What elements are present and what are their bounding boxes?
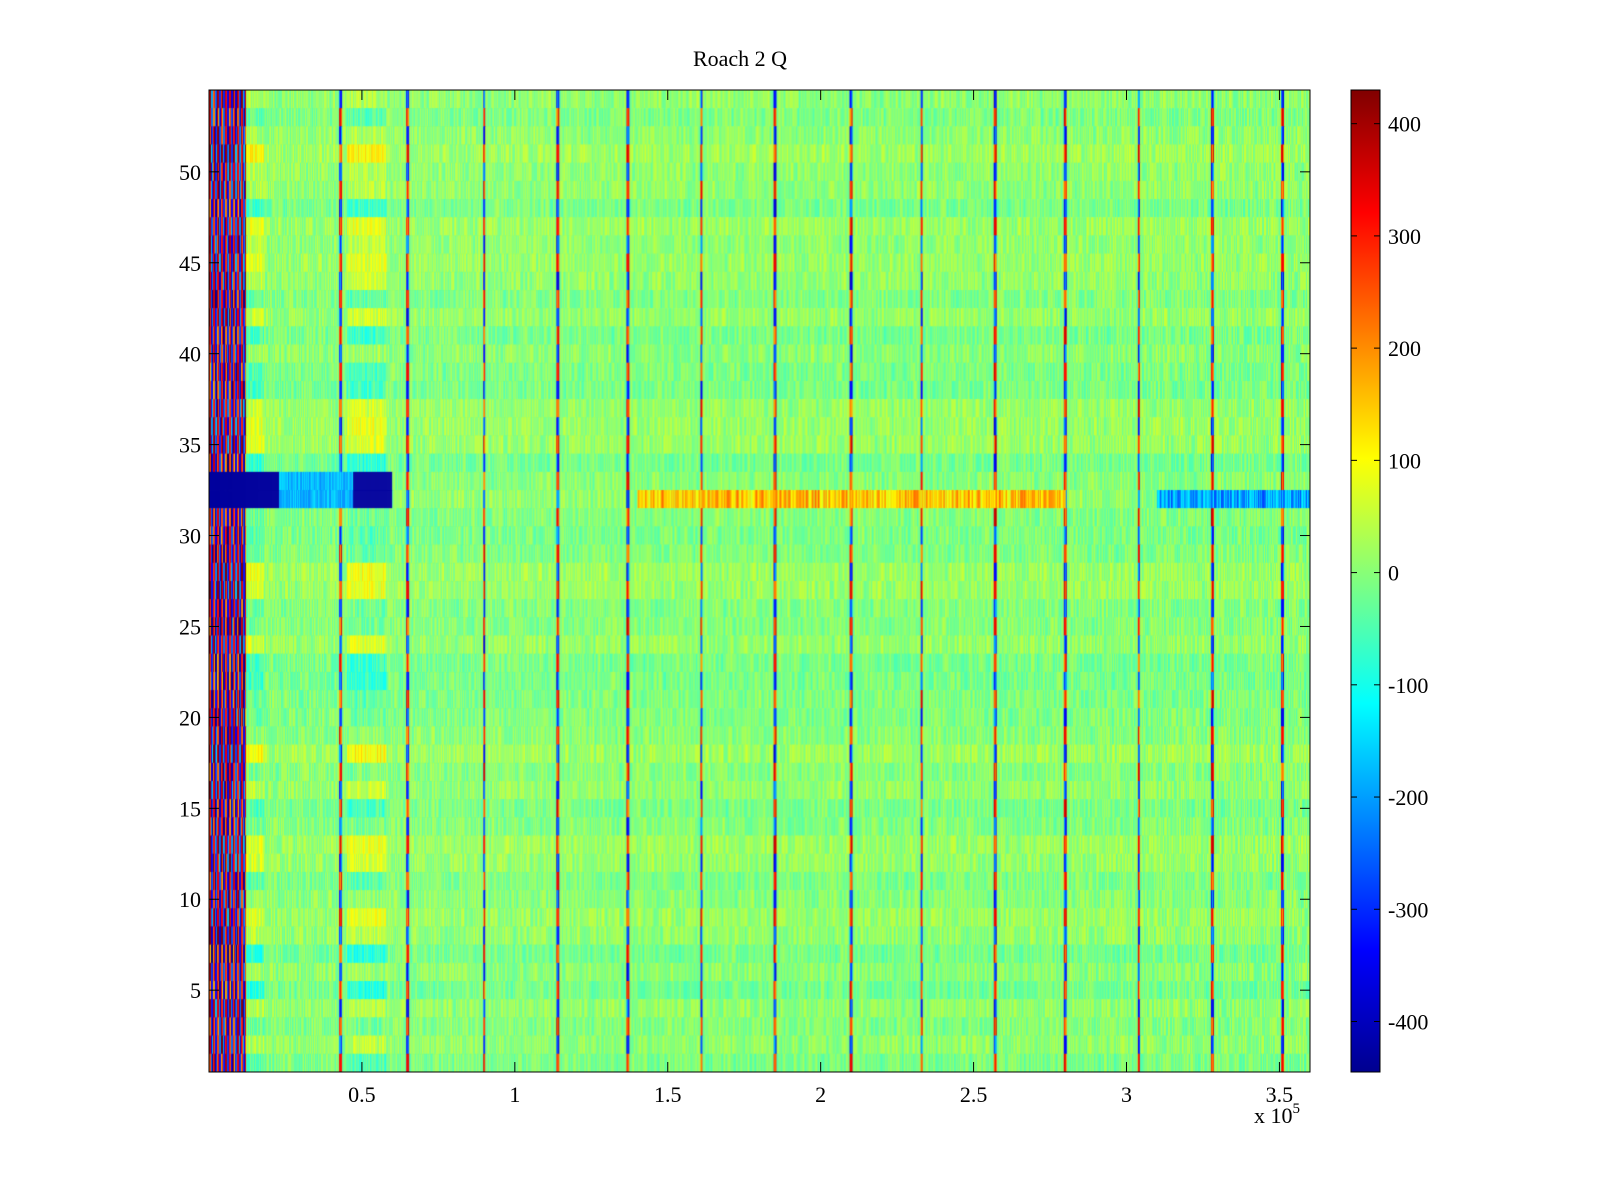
y-tick-label: 40 [179, 342, 201, 367]
y-tick-label: 5 [190, 978, 201, 1003]
colorbar-tick-label: -100 [1388, 673, 1428, 698]
x-exponent-base: x 10 [1254, 1103, 1293, 1128]
x-tick-label: 3.5 [1266, 1082, 1294, 1107]
y-tick-label: 30 [179, 524, 201, 549]
y-tick-label: 15 [179, 796, 201, 821]
plot-frame [208, 89, 1311, 1073]
y-tick-label: 10 [179, 887, 201, 912]
x-exponent-power: 5 [1293, 1101, 1301, 1117]
x-tick-label: 3 [1121, 1082, 1132, 1107]
y-tick-label: 25 [179, 614, 201, 639]
x-tick-label: 1.5 [654, 1082, 682, 1107]
y-tick-label: 50 [179, 160, 201, 185]
x-tick-label: 0.5 [348, 1082, 376, 1107]
colorbar-tick-label: 300 [1388, 224, 1421, 249]
colorbar-tick-label: 100 [1388, 448, 1421, 473]
x-tick-label: 2.5 [960, 1082, 988, 1107]
x-tick-label: 1 [509, 1082, 520, 1107]
y-tick-label: 35 [179, 433, 201, 458]
chart-title: Roach 2 Q [693, 46, 787, 71]
y-tick-label: 20 [179, 705, 201, 730]
colorbar-tick-label: -300 [1388, 897, 1428, 922]
colorbar-tick-label: 200 [1388, 336, 1421, 361]
axes: 0.5 1 1.5 2 2.5 3 3.5 5 10 15 20 25 30 35 40 45 50 [179, 89, 1311, 1107]
heatmap-image [209, 90, 1310, 1072]
colorbar [1350, 89, 1381, 1073]
x-axis-exponent: x 105 [1254, 1101, 1300, 1128]
colorbar-tick-label: -200 [1388, 785, 1428, 810]
y-tick-label: 45 [179, 251, 201, 276]
colorbar-tick-label: 400 [1388, 112, 1421, 137]
colorbar-tick-label: 0 [1388, 561, 1399, 586]
x-tick-label: 2 [815, 1082, 826, 1107]
colorbar-ticks: 400 300 200 100 0 -100 -200 -300 -400 [1351, 112, 1428, 1034]
colorbar-tick-label: -400 [1388, 1009, 1428, 1034]
heatmap-cells [209, 90, 1310, 1072]
